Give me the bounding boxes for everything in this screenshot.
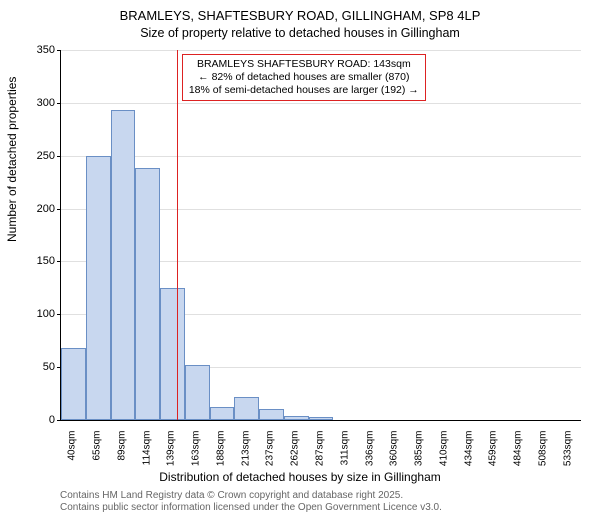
- xtick-label: 385sqm: [414, 431, 425, 481]
- ytick-mark: [57, 261, 61, 262]
- chart-title: BRAMLEYS, SHAFTESBURY ROAD, GILLINGHAM, …: [0, 8, 600, 23]
- bar: [135, 168, 160, 420]
- bar: [234, 397, 259, 420]
- bar: [61, 348, 86, 420]
- ytick-label: 300: [15, 97, 55, 109]
- plot-area: [60, 50, 581, 421]
- annotation-line: BRAMLEYS SHAFTESBURY ROAD: 143sqm: [189, 58, 419, 71]
- bar: [259, 409, 284, 420]
- xtick-label: 114sqm: [141, 431, 152, 481]
- xtick-label: 65sqm: [92, 431, 103, 481]
- xtick-label: 311sqm: [339, 431, 350, 481]
- chart-subtitle: Size of property relative to detached ho…: [0, 26, 600, 40]
- ytick-label: 100: [15, 308, 55, 320]
- xtick-label: 213sqm: [240, 431, 251, 481]
- xtick-label: 336sqm: [364, 431, 375, 481]
- xtick-label: 434sqm: [463, 431, 474, 481]
- bar: [185, 365, 210, 420]
- xtick-label: 508sqm: [537, 431, 548, 481]
- reference-line: [177, 50, 178, 420]
- xtick-label: 40sqm: [67, 431, 78, 481]
- annotation-box: BRAMLEYS SHAFTESBURY ROAD: 143sqm← 82% o…: [182, 54, 426, 101]
- xtick-label: 484sqm: [513, 431, 524, 481]
- bar: [284, 416, 309, 420]
- xtick-label: 89sqm: [116, 431, 127, 481]
- xtick-label: 459sqm: [488, 431, 499, 481]
- gridline: [61, 156, 581, 157]
- ytick-mark: [57, 103, 61, 104]
- xtick-label: 262sqm: [290, 431, 301, 481]
- ytick-mark: [57, 420, 61, 421]
- ytick-mark: [57, 50, 61, 51]
- ytick-mark: [57, 209, 61, 210]
- ytick-label: 350: [15, 44, 55, 56]
- annotation-line: 18% of semi-detached houses are larger (…: [189, 84, 419, 97]
- xtick-label: 139sqm: [166, 431, 177, 481]
- xtick-label: 533sqm: [562, 431, 573, 481]
- footnote-1: Contains HM Land Registry data © Crown c…: [60, 490, 403, 501]
- ytick-label: 150: [15, 255, 55, 267]
- ytick-label: 50: [15, 361, 55, 373]
- chart-container: BRAMLEYS, SHAFTESBURY ROAD, GILLINGHAM, …: [0, 0, 600, 500]
- xtick-label: 163sqm: [191, 431, 202, 481]
- ytick-label: 200: [15, 203, 55, 215]
- footnote-2: Contains public sector information licen…: [60, 502, 442, 513]
- bar: [111, 110, 136, 420]
- bar: [86, 156, 111, 420]
- bar: [160, 288, 185, 420]
- ytick-label: 0: [15, 414, 55, 426]
- xtick-label: 188sqm: [215, 431, 226, 481]
- xtick-label: 360sqm: [389, 431, 400, 481]
- xtick-label: 287sqm: [315, 431, 326, 481]
- gridline: [61, 103, 581, 104]
- ytick-mark: [57, 314, 61, 315]
- gridline: [61, 50, 581, 51]
- bar: [309, 417, 334, 420]
- xtick-label: 237sqm: [265, 431, 276, 481]
- annotation-line: ← 82% of detached houses are smaller (87…: [189, 71, 419, 84]
- bar: [210, 407, 235, 420]
- xtick-label: 410sqm: [438, 431, 449, 481]
- ytick-mark: [57, 156, 61, 157]
- ytick-label: 250: [15, 150, 55, 162]
